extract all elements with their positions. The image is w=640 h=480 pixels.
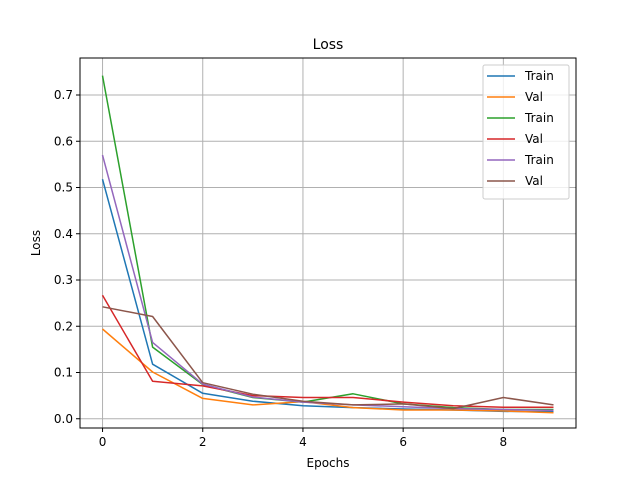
x-tick-label: 6 [399, 435, 407, 449]
x-tick-label: 2 [199, 435, 207, 449]
axis-ticks: 0 2 4 6 8 0.0 0.1 0.2 0.3 0.4 0.5 0.6 0.7 [54, 88, 507, 449]
chart-title: Loss [313, 37, 344, 53]
y-tick-label: 0.1 [54, 366, 73, 380]
legend-box [482, 64, 570, 200]
y-tick-label: 0.2 [54, 319, 73, 333]
plot-frame [79, 57, 577, 429]
x-tick-label: 0 [99, 435, 107, 449]
legend-label: Train [524, 69, 554, 83]
y-tick-label: 0.3 [54, 273, 73, 287]
y-axis-label: Loss [29, 230, 43, 256]
legend-label: Train [524, 153, 554, 167]
legend-label: Val [525, 132, 543, 146]
series-line-6 [102, 306, 554, 410]
series-lines [101, 75, 554, 414]
x-axis-label: Epochs [307, 456, 350, 470]
x-tick-label: 8 [500, 435, 508, 449]
y-tick-label: 0.7 [54, 88, 73, 102]
legend-label: Val [525, 90, 543, 104]
y-tick-label: 0.4 [54, 227, 73, 241]
series-line-2 [102, 328, 554, 414]
y-tick-label: 0.6 [54, 134, 73, 148]
legend-label: Val [525, 174, 543, 188]
series-line-4 [101, 294, 554, 408]
x-tick-label: 4 [299, 435, 307, 449]
legend: Train Val Train Val Train Val [482, 64, 570, 200]
y-tick-label: 0.5 [54, 181, 73, 195]
y-tick-label: 0.0 [54, 412, 73, 426]
legend-label: Train [524, 111, 554, 125]
